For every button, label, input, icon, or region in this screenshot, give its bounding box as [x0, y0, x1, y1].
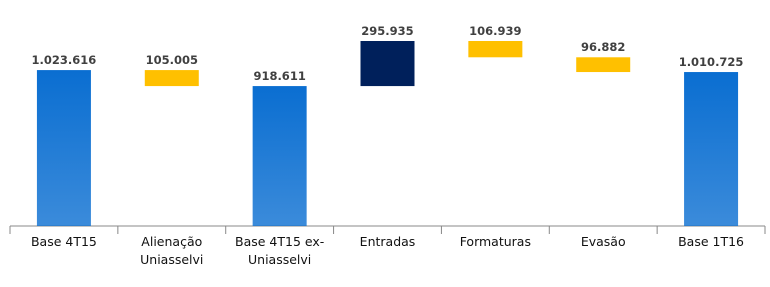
x-tick-label: Formaturas — [459, 234, 531, 249]
data-label: 105.005 — [145, 53, 198, 68]
x-tick-label: Entradas — [359, 234, 416, 249]
data-label: 1.010.725 — [678, 55, 744, 70]
x-tick-label: Alienação Uniasselvi — [140, 234, 204, 267]
bar — [36, 70, 91, 226]
data-label: 96.882 — [581, 40, 626, 55]
bar — [360, 41, 415, 87]
bar — [684, 72, 739, 226]
bar — [252, 86, 307, 226]
data-label: 295.935 — [361, 24, 414, 38]
bar — [468, 41, 523, 58]
data-label: 106.939 — [469, 24, 522, 38]
bar — [576, 57, 631, 73]
x-tick-label: Evasão — [580, 234, 626, 249]
data-label: 918.611 — [253, 69, 306, 84]
x-tick-label: Base 4T15 ex-Uniasselvi — [235, 234, 325, 267]
x-tick-label: Base 1T16 — [678, 234, 745, 249]
bar — [144, 70, 199, 87]
data-label: 1.023.616 — [31, 53, 97, 68]
x-tick-label: Base 4T15 — [30, 234, 97, 249]
